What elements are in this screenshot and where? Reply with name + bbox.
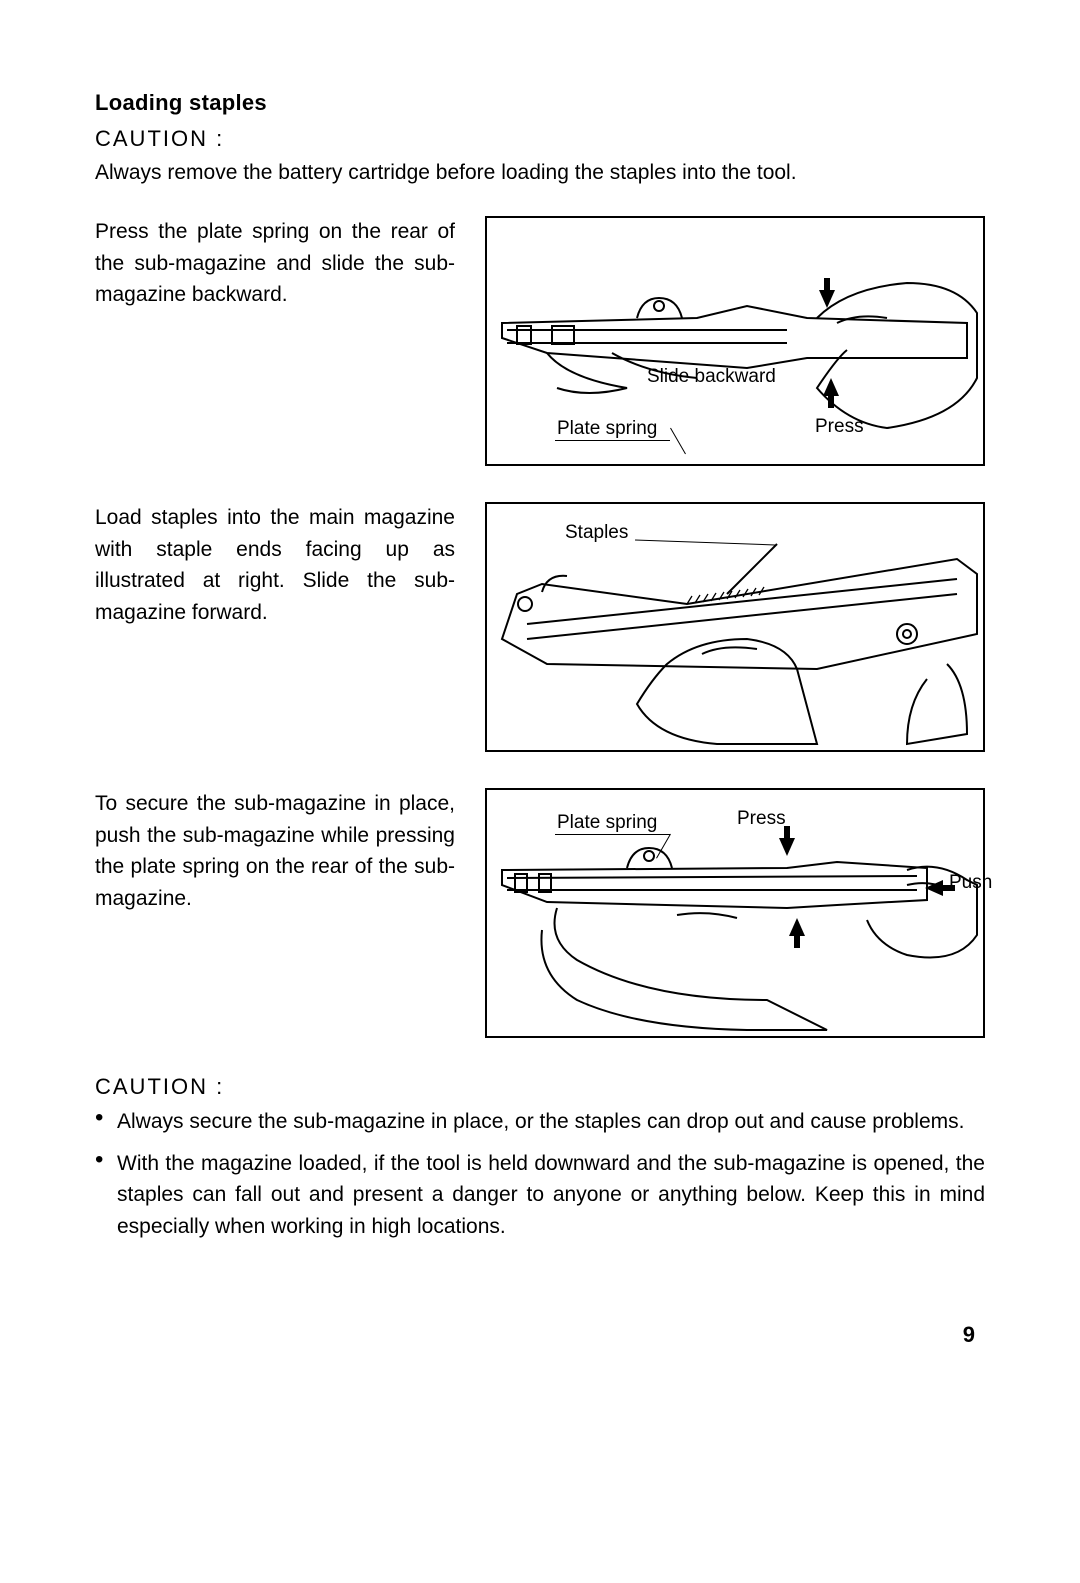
leader-line <box>555 440 670 441</box>
stapler-illustration-2 <box>487 504 987 754</box>
arrow-up-icon <box>789 918 805 936</box>
label-slide-backward: Slide backward <box>647 366 776 388</box>
caution-list: Always secure the sub-magazine in place,… <box>95 1106 985 1242</box>
label-press-3: Press <box>737 808 786 830</box>
caution-label-bottom: CAUTION : <box>95 1074 985 1100</box>
arrow-left-icon <box>925 880 943 896</box>
caution-label-top: CAUTION : <box>95 126 985 152</box>
section-heading: Loading staples <box>95 90 985 116</box>
label-press: Press <box>815 416 864 438</box>
step-2: Load staples into the main magazine with… <box>95 502 985 752</box>
label-staples: Staples <box>565 522 628 544</box>
label-push: Push <box>949 872 992 894</box>
figure-1: Slide backward Plate spring Press <box>485 216 985 466</box>
caution-bullet-2: With the magazine loaded, if the tool is… <box>95 1148 985 1243</box>
step-3-text: To secure the sub-magazine in place, pus… <box>95 788 455 914</box>
arrow-down-icon <box>779 838 795 856</box>
arrow-down-icon <box>819 290 835 308</box>
figure-2: Staples <box>485 502 985 752</box>
step-3: To secure the sub-magazine in place, pus… <box>95 788 985 1038</box>
figure-3: Plate spring Press Push <box>485 788 985 1038</box>
label-plate-spring-3: Plate spring <box>557 812 657 834</box>
step-1: Press the plate spring on the rear of th… <box>95 216 985 466</box>
intro-text: Always remove the battery cartridge befo… <box>95 158 985 188</box>
page-number: 9 <box>963 1322 975 1348</box>
step-2-text: Load staples into the main magazine with… <box>95 502 455 628</box>
arrow-up-icon <box>823 378 839 396</box>
caution-bullet-1: Always secure the sub-magazine in place,… <box>95 1106 985 1138</box>
leader-line <box>555 834 670 835</box>
step-1-text: Press the plate spring on the rear of th… <box>95 216 455 311</box>
label-plate-spring: Plate spring <box>557 418 657 440</box>
